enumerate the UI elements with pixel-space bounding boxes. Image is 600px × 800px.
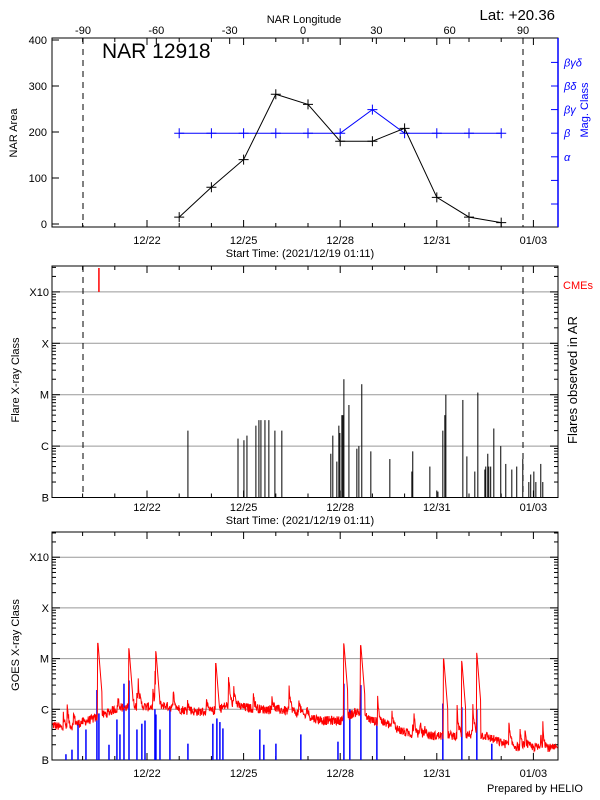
x-tick-label: 12/28 (326, 502, 354, 514)
x-tick-label: 12/31 (423, 502, 451, 514)
area-point (174, 212, 185, 223)
area-panel: 0 100 200 300 400 -90 -60 -30 0 30 60 90 αβ βγ βδ βγδ 12… (29, 25, 583, 247)
mag-tick-label: β (563, 128, 571, 140)
area-point (238, 154, 249, 165)
top-tick-label: -60 (148, 25, 164, 37)
y-tick-label: X10 (29, 552, 49, 564)
top-tick-label: 30 (370, 25, 382, 37)
x-axis-title-1: Start Time: (2021/12/19 01:11) (226, 248, 374, 260)
x-tick-label: 12/25 (230, 502, 258, 514)
mag-point (367, 104, 378, 115)
y-axis-title-flare: Flare X-ray Class (10, 337, 22, 422)
mag-point (303, 128, 313, 139)
mag-point (431, 128, 442, 139)
area-point (399, 123, 410, 134)
y-tick-label: X10 (29, 287, 49, 299)
x-tick-label: 01/03 (520, 502, 548, 514)
x-tick-label: 01/03 (520, 235, 548, 247)
area-point (464, 212, 474, 223)
x-axis-title-2: Start Time: (2021/12/19 01:11) (226, 515, 374, 527)
x-tick-label: 12/22 (133, 502, 161, 514)
mag-point (270, 128, 281, 139)
top-tick-label: -30 (222, 25, 238, 37)
y-tick-label: 100 (29, 173, 47, 185)
x-tick-label: 12/31 (423, 235, 451, 247)
area-point (270, 89, 281, 100)
mag-point (496, 128, 507, 139)
x-tick-label: 12/25 (230, 768, 258, 780)
area-point (367, 136, 378, 147)
top-tick-label: 60 (444, 25, 456, 37)
top-tick-label: 90 (517, 25, 529, 37)
flare-panel: B C M X X10 12/22 12/25 12/28 12/31 01/03 (29, 265, 559, 514)
mag-tick-label: βδ (563, 81, 577, 93)
cme-label: CMEs (563, 280, 593, 292)
mag-tick-label: βγ (563, 105, 577, 117)
y-tick-label: 0 (41, 219, 47, 231)
y-tick-label: C (41, 704, 49, 716)
y-tick-label: C (41, 441, 49, 453)
y-tick-label: 300 (29, 81, 47, 93)
goes-panel: B C M X X10 12/22 12/25 12/28 12/31 01/03 (29, 531, 559, 780)
x-tick-label: 12/31 (423, 768, 451, 780)
top-axis-title: NAR Longitude (267, 14, 342, 26)
x-tick-label: 12/22 (133, 768, 161, 780)
x-tick-label: 12/28 (326, 768, 354, 780)
footer-credit: Prepared by HELIO (487, 783, 583, 795)
y-axis-title-goes: GOES X-ray Class (10, 599, 22, 691)
y-axis-title-area: NAR Area (8, 108, 20, 158)
area-point (335, 136, 346, 147)
y-tick-label: X (42, 338, 50, 350)
latitude-label: Lat: +20.36 (480, 7, 555, 24)
y-tick-label: 200 (29, 127, 47, 139)
x-tick-label: 12/22 (133, 235, 161, 247)
plot-frame (51, 531, 559, 761)
area-point (303, 99, 313, 110)
goes-flux-line (52, 642, 558, 754)
plot-frame (51, 265, 559, 498)
y-tick-label: X (42, 603, 50, 615)
y-tick-label: B (42, 493, 49, 505)
area-point (206, 182, 217, 193)
mag-point (464, 128, 474, 139)
chart-title: NAR 12918 (102, 40, 211, 63)
mag-tick-label: α (564, 152, 571, 164)
mag-point (206, 128, 217, 139)
y-tick-label: M (40, 390, 49, 402)
x-tick-label: 12/28 (326, 235, 354, 247)
area-point (496, 217, 507, 228)
y-tick-label: B (42, 755, 49, 767)
y-tick-label: M (40, 654, 49, 666)
area-point (431, 192, 442, 203)
mag-point (174, 128, 185, 139)
top-tick-label: -90 (75, 25, 91, 37)
right-axis-title-flares: Flares observed in AR (565, 316, 580, 444)
mag-point (238, 128, 249, 139)
x-tick-label: 01/03 (520, 768, 548, 780)
x-tick-label: 12/25 (230, 235, 258, 247)
top-tick-label: 0 (300, 25, 306, 37)
y-tick-label: 400 (29, 35, 47, 47)
mag-tick-label: βγδ (563, 57, 583, 69)
y-axis-title-mag: Mag. Class (579, 82, 591, 138)
